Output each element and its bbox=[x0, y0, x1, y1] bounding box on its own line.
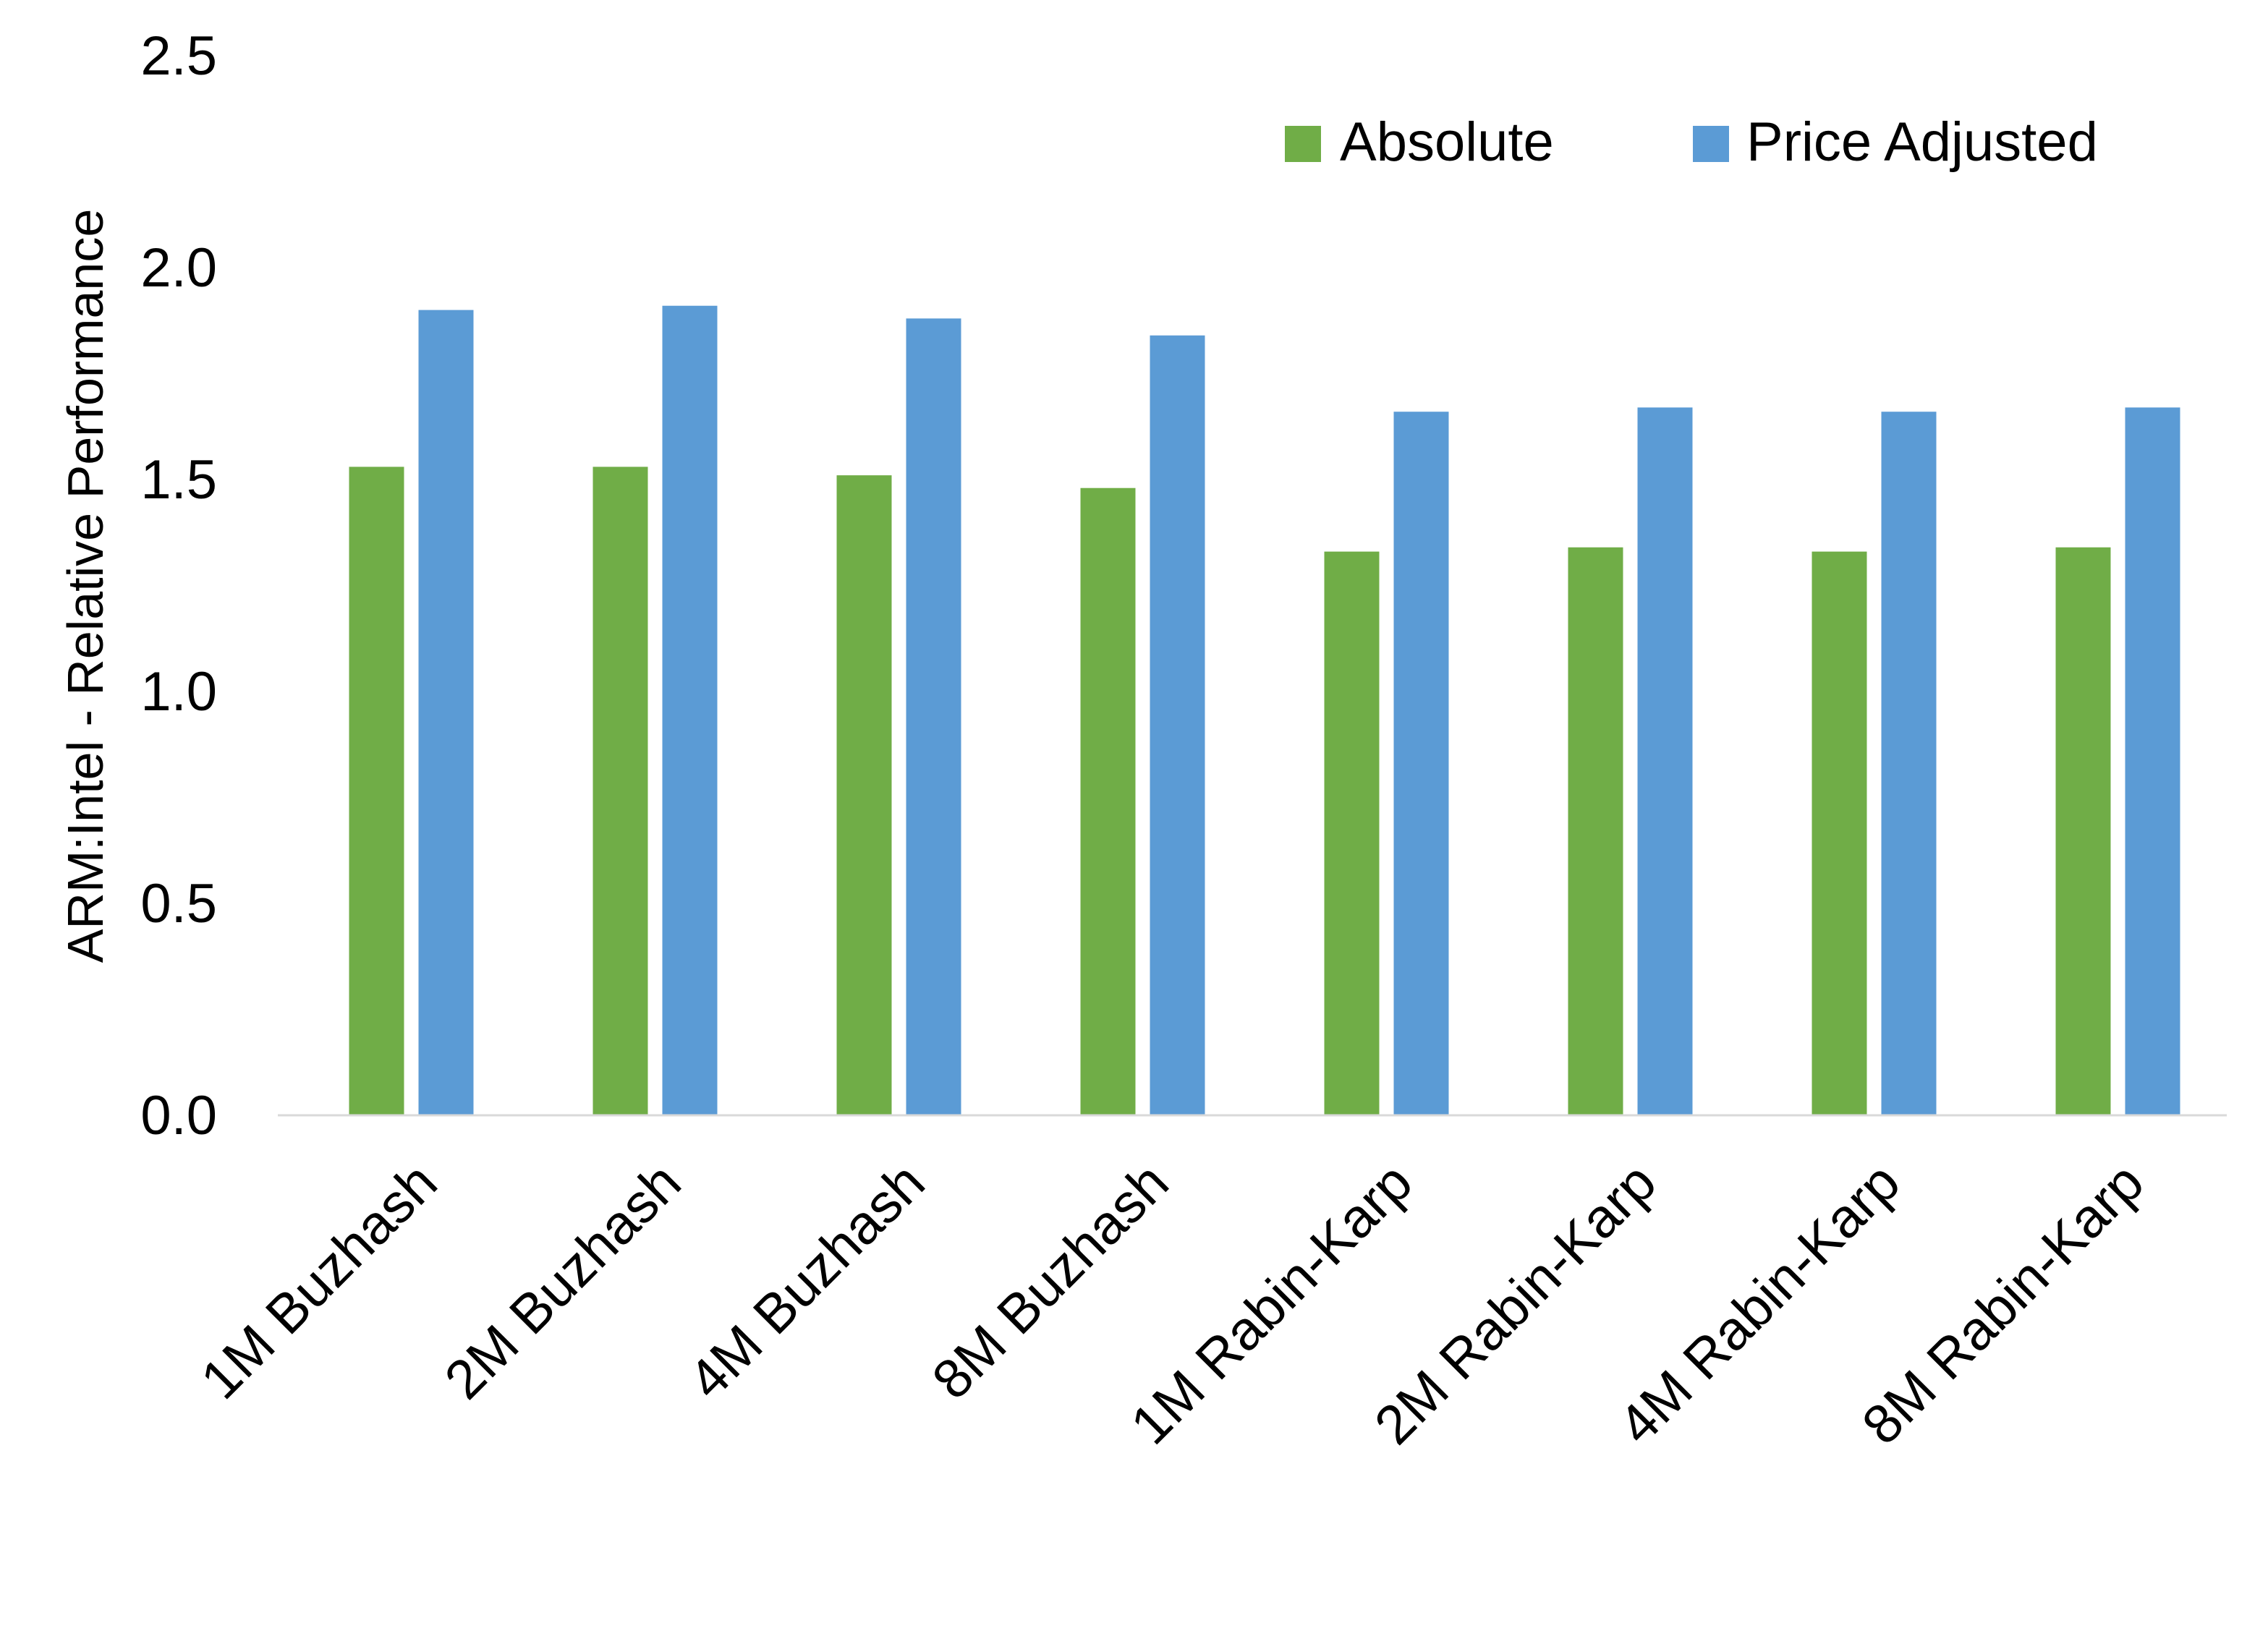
bar-absolute bbox=[1324, 551, 1380, 1115]
y-axis-ticks: 0.0 0.5 1.0 1.5 2.0 2.5 bbox=[140, 25, 217, 1146]
bar-price-adjusted bbox=[418, 310, 474, 1116]
bar-absolute bbox=[593, 467, 648, 1115]
legend-label-price-adjusted: Price Adjusted bbox=[1746, 111, 2098, 173]
y-axis-label: ARM:Intel - Relative Performance bbox=[57, 209, 114, 963]
legend-swatch-absolute bbox=[1285, 126, 1321, 162]
bar-price-adjusted bbox=[1881, 412, 1937, 1115]
y-tick-label: 0.5 bbox=[140, 873, 217, 934]
x-tick-label: 4M Buzhash bbox=[677, 1151, 937, 1411]
x-tick-label: 1M Buzhash bbox=[190, 1151, 449, 1411]
bar-absolute bbox=[1080, 487, 1136, 1115]
bar-price-adjusted bbox=[1150, 335, 1205, 1115]
y-tick-label: 2.0 bbox=[140, 237, 217, 299]
bar-price-adjusted bbox=[1393, 412, 1449, 1115]
y-tick-label: 2.5 bbox=[140, 25, 217, 87]
x-tick-label: 8M Buzhash bbox=[921, 1151, 1181, 1411]
bar-absolute bbox=[349, 467, 404, 1115]
legend: Absolute Price Adjusted bbox=[1285, 111, 2098, 173]
y-tick-label: 1.5 bbox=[140, 449, 217, 511]
bar-absolute bbox=[836, 475, 892, 1115]
bar-price-adjusted bbox=[1637, 407, 1693, 1115]
bar-absolute bbox=[2055, 547, 2111, 1115]
y-tick-label: 1.0 bbox=[140, 661, 217, 723]
legend-label-absolute: Absolute bbox=[1340, 111, 1554, 173]
bars bbox=[349, 305, 2180, 1116]
y-tick-label: 0.0 bbox=[140, 1085, 217, 1146]
bar-price-adjusted bbox=[2125, 407, 2180, 1115]
bar-price-adjusted bbox=[906, 318, 961, 1115]
bar-absolute bbox=[1812, 551, 1867, 1115]
bar-price-adjusted bbox=[662, 305, 718, 1115]
bar-absolute bbox=[1568, 547, 1623, 1115]
x-tick-label: 2M Buzhash bbox=[433, 1151, 693, 1411]
legend-swatch-price-adjusted bbox=[1693, 126, 1729, 162]
